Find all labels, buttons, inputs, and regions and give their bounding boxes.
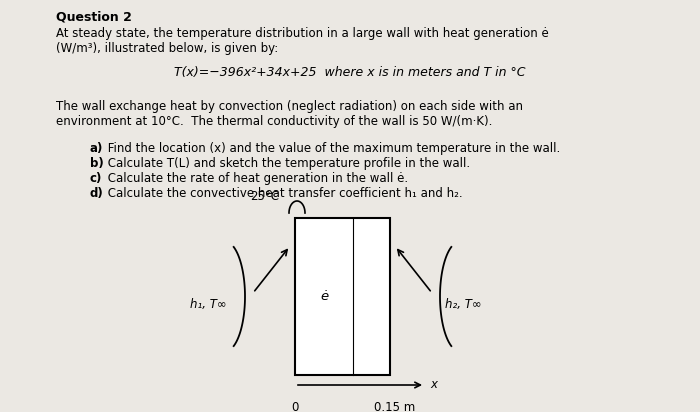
Text: 0: 0: [291, 401, 299, 412]
Text: T(x)=−396x²+34x+25  where x is in meters and T in °C: T(x)=−396x²+34x+25 where x is in meters …: [174, 66, 526, 79]
Text: 25°C: 25°C: [250, 190, 279, 203]
Text: Calculate the rate of heat generation in the wall ė.: Calculate the rate of heat generation in…: [104, 172, 408, 185]
Text: c): c): [90, 172, 102, 185]
Text: Question 2: Question 2: [56, 10, 132, 23]
Text: Find the location (x) and the value of the maximum temperature in the wall.: Find the location (x) and the value of t…: [104, 142, 560, 155]
Text: ė: ė: [320, 290, 328, 303]
Text: b): b): [90, 157, 104, 170]
Text: Calculate T(L) and sketch the temperature profile in the wall.: Calculate T(L) and sketch the temperatur…: [104, 157, 470, 170]
Text: The wall exchange heat by convection (neglect radiation) on each side with an: The wall exchange heat by convection (ne…: [56, 100, 523, 113]
Text: 0.15 m: 0.15 m: [374, 401, 416, 412]
Text: d): d): [90, 187, 104, 200]
Text: h₂, T∞: h₂, T∞: [445, 298, 482, 311]
Text: x: x: [430, 379, 437, 391]
Bar: [295, 218, 390, 375]
Text: (W/m³), illustrated below, is given by:: (W/m³), illustrated below, is given by:: [56, 42, 279, 55]
Text: environment at 10°C.  The thermal conductivity of the wall is 50 W/(m·K).: environment at 10°C. The thermal conduct…: [56, 115, 492, 128]
Text: h₁, T∞: h₁, T∞: [190, 298, 227, 311]
Text: Calculate the convective heat transfer coefficient h₁ and h₂.: Calculate the convective heat transfer c…: [104, 187, 463, 200]
Text: a): a): [90, 142, 104, 155]
Text: At steady state, the temperature distribution in a large wall with heat generati: At steady state, the temperature distrib…: [56, 27, 549, 40]
